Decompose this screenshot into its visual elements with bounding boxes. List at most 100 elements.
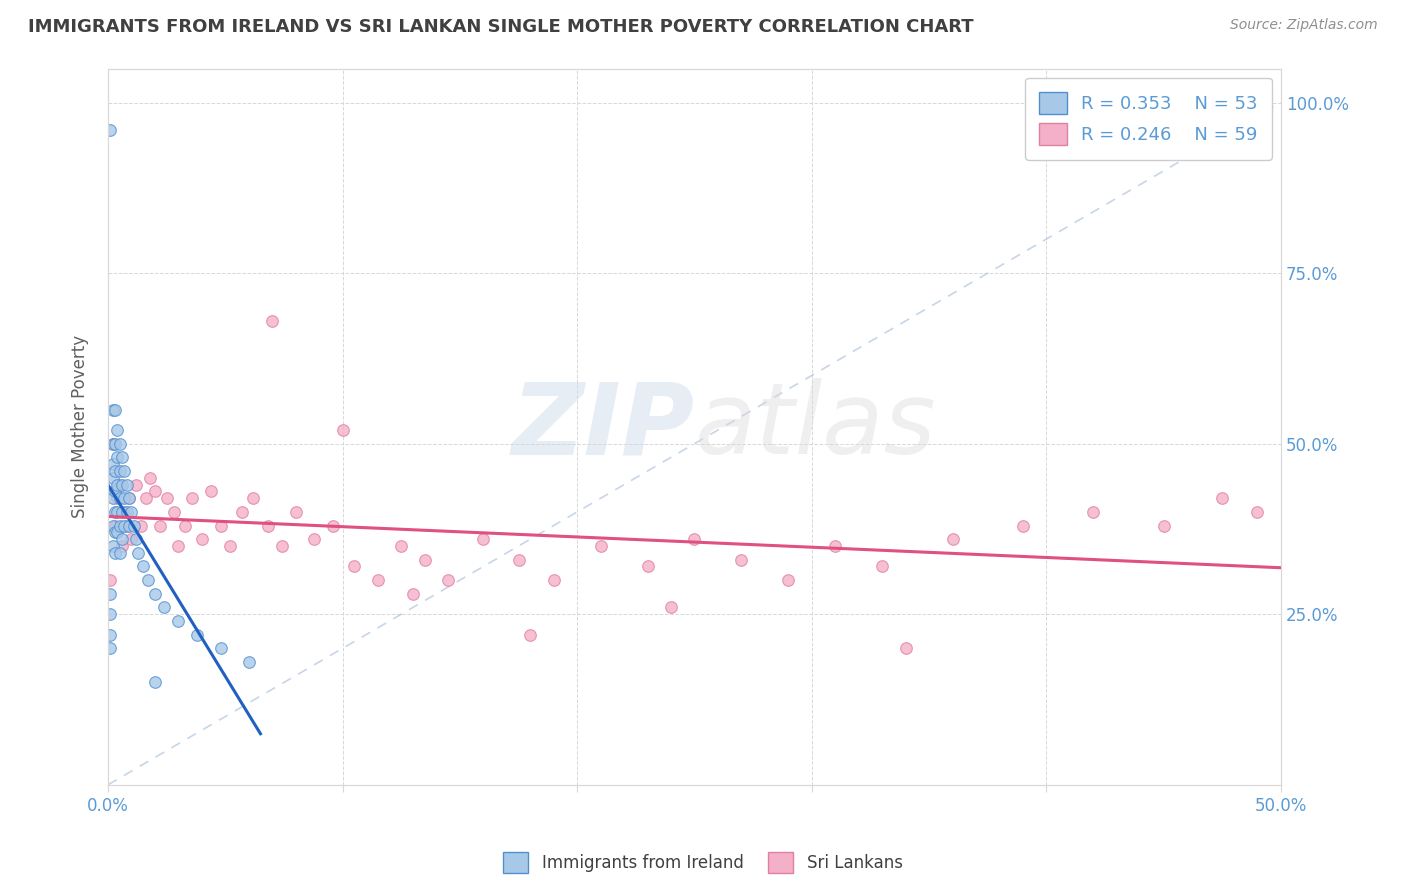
Point xyxy=(98,628,121,642)
Point xyxy=(111,450,134,465)
Point xyxy=(186,628,208,642)
Point xyxy=(101,436,124,450)
Point xyxy=(98,123,121,137)
Point xyxy=(1153,518,1175,533)
Point xyxy=(98,573,121,587)
Point xyxy=(163,505,186,519)
Point xyxy=(589,539,612,553)
Point xyxy=(262,314,284,328)
Point xyxy=(413,552,436,566)
Point xyxy=(894,641,917,656)
Point xyxy=(637,559,659,574)
Point xyxy=(149,518,172,533)
Point xyxy=(343,559,366,574)
Point xyxy=(101,518,124,533)
Point xyxy=(120,532,142,546)
Point xyxy=(101,471,124,485)
Point xyxy=(156,491,179,506)
Point xyxy=(112,518,135,533)
Text: ZIP: ZIP xyxy=(512,378,695,475)
Point xyxy=(209,641,232,656)
Point xyxy=(304,532,326,546)
Point xyxy=(1211,491,1233,506)
Point xyxy=(104,464,127,478)
Point xyxy=(104,518,127,533)
Point xyxy=(108,477,131,491)
Point xyxy=(112,505,135,519)
Point xyxy=(105,491,128,506)
Point xyxy=(104,484,127,499)
Point xyxy=(101,402,124,417)
Point xyxy=(118,491,141,506)
Point xyxy=(118,518,141,533)
Point xyxy=(104,525,127,540)
Text: atlas: atlas xyxy=(695,378,936,475)
Point xyxy=(111,539,134,553)
Point xyxy=(437,573,460,587)
Point xyxy=(143,675,166,690)
Point xyxy=(242,491,264,506)
Text: Source: ZipAtlas.com: Source: ZipAtlas.com xyxy=(1230,18,1378,32)
Point xyxy=(104,546,127,560)
Point xyxy=(108,436,131,450)
Point xyxy=(104,505,127,519)
Point xyxy=(191,532,214,546)
Point xyxy=(105,423,128,437)
Point xyxy=(105,525,128,540)
Point xyxy=(101,491,124,506)
Legend: Immigrants from Ireland, Sri Lankans: Immigrants from Ireland, Sri Lankans xyxy=(496,846,910,880)
Point xyxy=(238,655,260,669)
Point xyxy=(129,518,152,533)
Point xyxy=(1246,505,1268,519)
Point xyxy=(132,559,155,574)
Point xyxy=(111,532,134,546)
Point xyxy=(112,464,135,478)
Point xyxy=(98,587,121,601)
Point xyxy=(105,505,128,519)
Point xyxy=(209,518,232,533)
Point xyxy=(125,477,148,491)
Point xyxy=(730,552,752,566)
Legend: R = 0.353    N = 53, R = 0.246    N = 59: R = 0.353 N = 53, R = 0.246 N = 59 xyxy=(1025,78,1272,160)
Point xyxy=(127,546,149,560)
Point xyxy=(143,484,166,499)
Point xyxy=(98,641,121,656)
Point xyxy=(519,628,541,642)
Point xyxy=(105,450,128,465)
Point xyxy=(139,471,162,485)
Point xyxy=(108,546,131,560)
Point xyxy=(659,600,682,615)
Point xyxy=(219,539,242,553)
Point xyxy=(101,436,124,450)
Point xyxy=(111,505,134,519)
Point xyxy=(367,573,389,587)
Point xyxy=(136,573,159,587)
Point xyxy=(143,587,166,601)
Point xyxy=(122,518,145,533)
Point xyxy=(104,402,127,417)
Point xyxy=(389,539,412,553)
Point xyxy=(167,539,190,553)
Point xyxy=(941,532,963,546)
Point xyxy=(115,505,138,519)
Point xyxy=(108,491,131,506)
Point xyxy=(256,518,278,533)
Point xyxy=(135,491,157,506)
Point xyxy=(115,477,138,491)
Point xyxy=(284,505,307,519)
Point xyxy=(98,607,121,622)
Point xyxy=(508,552,530,566)
Point xyxy=(118,491,141,506)
Point xyxy=(125,532,148,546)
Point xyxy=(101,457,124,471)
Point xyxy=(153,600,176,615)
Point xyxy=(115,518,138,533)
Point xyxy=(112,491,135,506)
Point xyxy=(111,477,134,491)
Point xyxy=(778,573,800,587)
Point xyxy=(105,477,128,491)
Point xyxy=(332,423,354,437)
Point xyxy=(322,518,344,533)
Point xyxy=(1012,518,1035,533)
Text: IMMIGRANTS FROM IRELAND VS SRI LANKAN SINGLE MOTHER POVERTY CORRELATION CHART: IMMIGRANTS FROM IRELAND VS SRI LANKAN SI… xyxy=(28,18,974,36)
